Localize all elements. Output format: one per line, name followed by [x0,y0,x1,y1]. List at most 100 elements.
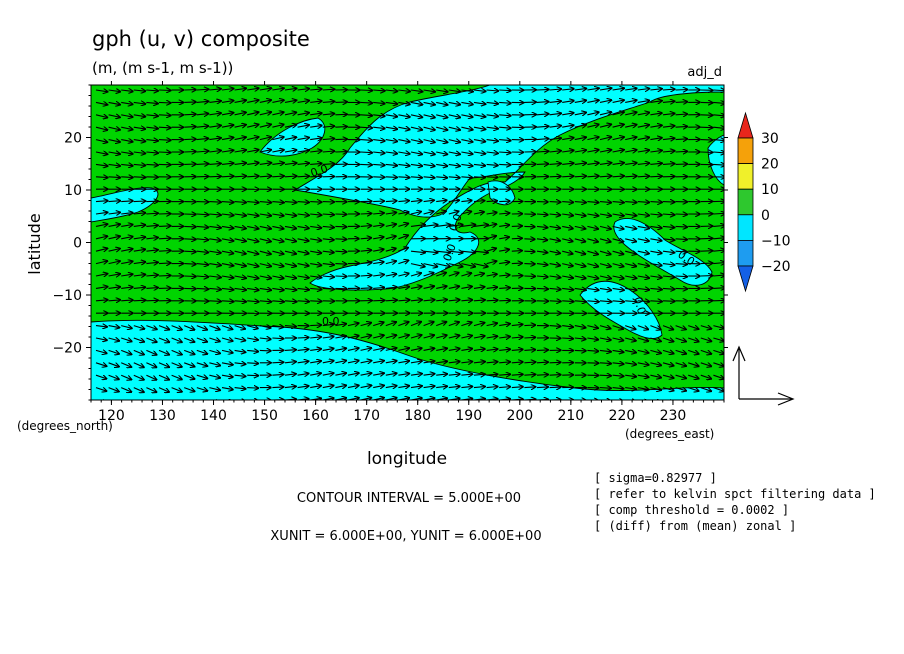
wind-vector [612,326,624,330]
wind-vector [95,201,108,202]
wind-vector [511,362,523,363]
wind-vector [259,124,272,127]
colorbar: 30 20 10 0 −10 −20 [737,111,791,293]
wind-vector [108,236,121,239]
wind-vector [297,288,310,289]
wind-vector [461,273,471,276]
x-tick-label: 190 [455,408,482,424]
wind-vector [713,90,724,91]
wind-vector [675,139,688,140]
wind-vector [625,288,637,290]
wind-vector [473,164,486,165]
wind-vector [612,112,625,115]
wind-vector [587,150,599,152]
wind-vector [524,251,535,252]
wind-vector [536,151,549,152]
wind-vector [373,90,385,91]
wind-vector [335,127,347,128]
wind-vector [335,226,346,227]
wind-vector [662,101,675,102]
wind-vector [146,250,158,251]
colorbar-box [737,188,754,216]
wind-vector [448,349,460,351]
wind-vector [423,374,435,376]
wind-vector [247,226,259,228]
wind-vector [146,213,158,214]
wind-vector [385,212,397,214]
wind-vector [310,276,322,278]
wind-vector [536,362,548,363]
wind-vector [574,226,586,229]
wind-vector [562,226,573,228]
wind-vector [284,125,297,128]
wind-vector [587,350,598,351]
wind-vector [335,102,347,103]
wind-vector [662,350,674,353]
wind-vector [662,126,675,128]
wind-vector [108,212,121,214]
wind-vector [423,286,435,288]
wind-vector [385,248,396,251]
wind-vector [625,112,637,115]
wind-vector [486,362,498,363]
wind-vector [662,164,675,165]
wind-vector [108,152,121,154]
wind-vector [272,202,284,203]
wind-vector [385,261,397,264]
wind-vector [95,224,108,226]
wind-vector [473,273,484,276]
wind-vector [272,100,284,102]
wind-vector [221,388,233,390]
wind-vector [133,90,146,91]
wind-vector [146,164,158,165]
wind-vector [335,239,346,240]
wind-vector [398,322,409,327]
wind-vector [625,276,637,278]
wind-vector [562,251,573,254]
wind-vector [410,164,423,166]
wind-vector [650,101,662,103]
wind-vector [121,90,133,92]
wind-vector [473,251,488,253]
wind-vector [310,349,321,351]
wind-vector [297,349,309,350]
wind-vector [95,374,107,379]
wind-vector [675,151,688,152]
wind-vector [499,249,509,251]
wind-vector [587,326,598,329]
wind-vector [158,251,171,252]
wind-vector [511,226,523,227]
wind-vector [448,115,461,118]
wind-vector [272,326,283,328]
wind-vector [398,248,408,252]
colorbar-top-triangle [737,111,754,139]
wind-vector [486,164,499,165]
wind-vector [574,88,587,90]
wind-vector [196,226,209,227]
wind-vector [625,363,636,365]
wind-vector [184,127,196,128]
wind-vector [158,387,169,393]
wind-vector [284,88,297,90]
wind-vector [713,225,724,226]
wind-vector [688,363,699,367]
wind-vector [410,322,422,327]
wind-vector [662,202,675,203]
wind-vector [549,138,562,140]
wind-vector [133,287,146,288]
wind-vector [259,202,272,203]
wind-vector [184,139,196,140]
wind-vector [171,387,183,392]
x-tick-label: 230 [660,408,687,424]
wind-vector [688,375,699,379]
wind-vector [108,287,121,289]
wind-vector [322,126,335,127]
wind-vector [436,335,447,338]
wind-vector [297,101,310,103]
wind-vector [95,152,108,154]
wind-vector [95,127,108,130]
wind-vector [625,176,637,177]
wind-vector [121,237,133,239]
wind-vector [209,163,221,164]
wind-vector [234,150,247,152]
